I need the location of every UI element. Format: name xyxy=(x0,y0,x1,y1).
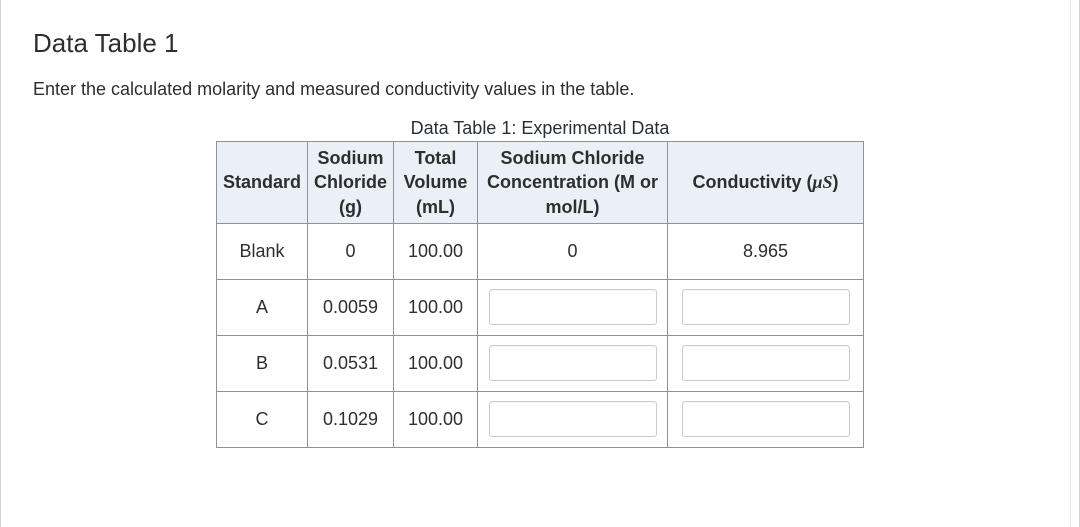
cond-label-suffix: ) xyxy=(833,172,839,192)
cell-concentration xyxy=(478,391,668,447)
cell-conductivity: 8.965 xyxy=(668,223,864,279)
cell-conductivity xyxy=(668,391,864,447)
instruction-text: Enter the calculated molarity and measur… xyxy=(33,79,1047,100)
cell-volume: 100.00 xyxy=(394,391,478,447)
cell-volume: 100.00 xyxy=(394,279,478,335)
cell-standard: Blank xyxy=(216,223,307,279)
cell-nacl: 0 xyxy=(308,223,394,279)
cell-concentration: 0 xyxy=(478,223,668,279)
cell-conductivity xyxy=(668,279,864,335)
table-body: Blank0100.0008.965A0.0059100.00B0.053110… xyxy=(216,223,863,447)
col-volume: Total Volume (mL) xyxy=(394,142,478,224)
cell-standard: C xyxy=(216,391,307,447)
data-table: Standard Sodium Chloride (g) Total Volum… xyxy=(216,141,864,448)
table-row: A0.0059100.00 xyxy=(216,279,863,335)
conductivity-input[interactable] xyxy=(682,401,850,437)
cond-unit: μS xyxy=(812,172,832,192)
cell-nacl: 0.0531 xyxy=(308,335,394,391)
concentration-input[interactable] xyxy=(489,345,657,381)
table-row: B0.0531100.00 xyxy=(216,335,863,391)
col-nacl: Sodium Chloride (g) xyxy=(308,142,394,224)
cell-nacl: 0.0059 xyxy=(308,279,394,335)
table-row: Blank0100.0008.965 xyxy=(216,223,863,279)
cell-concentration xyxy=(478,279,668,335)
cell-concentration xyxy=(478,335,668,391)
conductivity-input[interactable] xyxy=(682,289,850,325)
cell-standard: B xyxy=(216,335,307,391)
cell-volume: 100.00 xyxy=(394,223,478,279)
table-row: C0.1029100.00 xyxy=(216,391,863,447)
cond-label-prefix: Conductivity ( xyxy=(692,172,812,192)
cell-volume: 100.00 xyxy=(394,335,478,391)
cell-standard: A xyxy=(216,279,307,335)
concentration-input[interactable] xyxy=(489,289,657,325)
table-header: Standard Sodium Chloride (g) Total Volum… xyxy=(216,142,863,224)
col-concentration: Sodium Chloride Concentration (M or mol/… xyxy=(478,142,668,224)
table-caption: Data Table 1: Experimental Data xyxy=(215,118,865,139)
question-panel: Data Table 1 Enter the calculated molari… xyxy=(0,0,1080,527)
col-standard: Standard xyxy=(216,142,307,224)
col-conductivity: Conductivity (μS) xyxy=(668,142,864,224)
conductivity-input[interactable] xyxy=(682,345,850,381)
concentration-input[interactable] xyxy=(489,401,657,437)
cell-nacl: 0.1029 xyxy=(308,391,394,447)
cell-conductivity xyxy=(668,335,864,391)
section-title: Data Table 1 xyxy=(33,28,1047,59)
